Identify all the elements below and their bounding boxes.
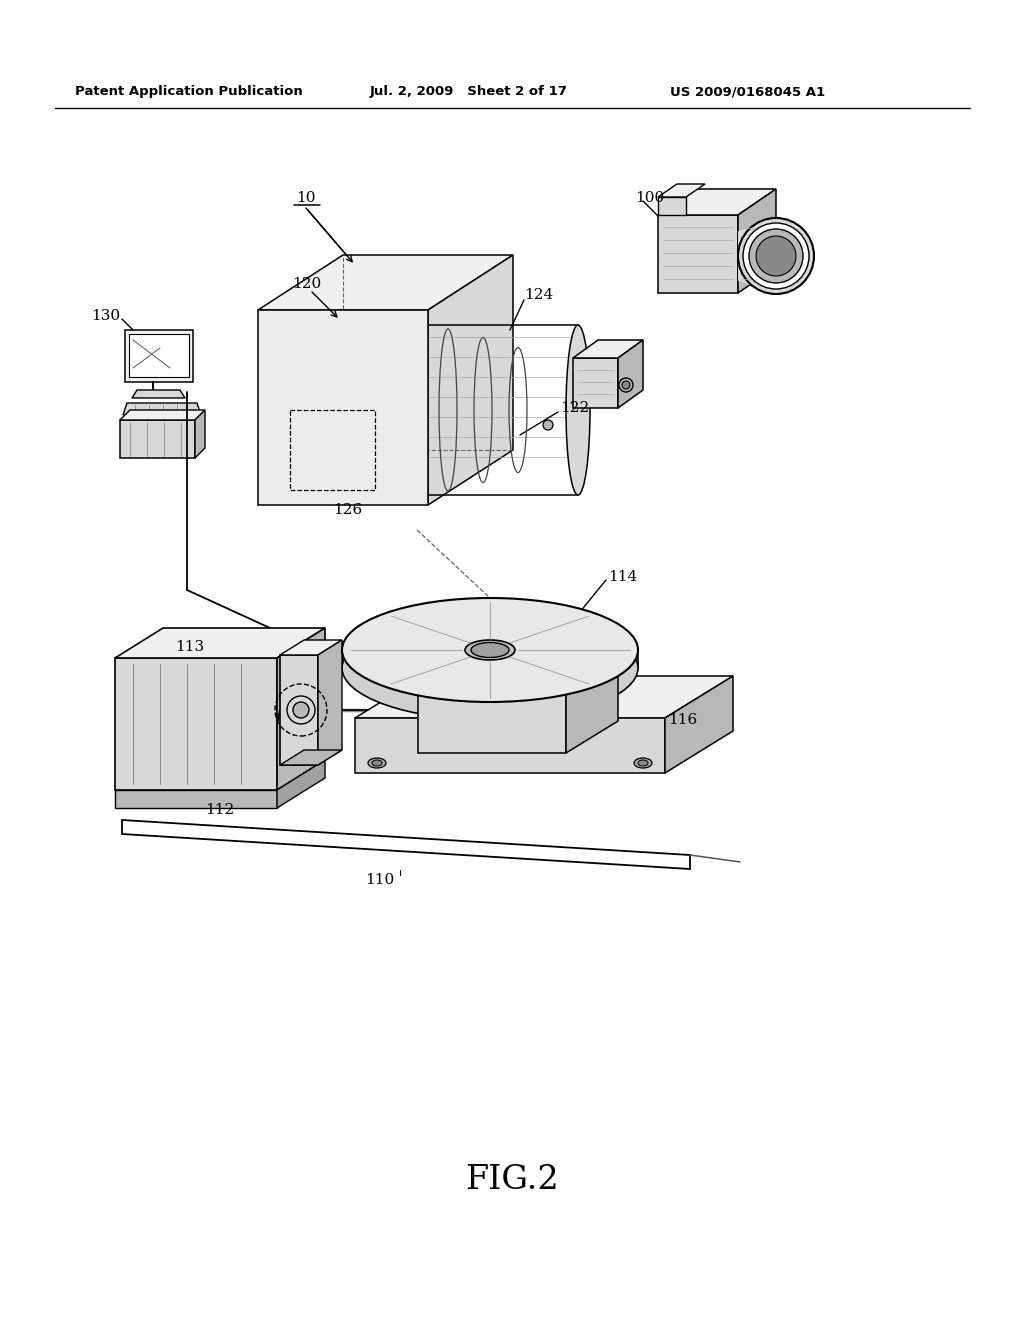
Polygon shape xyxy=(658,215,738,293)
Ellipse shape xyxy=(756,236,796,276)
Ellipse shape xyxy=(287,696,315,723)
Polygon shape xyxy=(125,330,193,381)
Polygon shape xyxy=(418,696,566,752)
Polygon shape xyxy=(738,189,776,293)
Ellipse shape xyxy=(738,218,814,294)
Ellipse shape xyxy=(372,760,382,766)
Polygon shape xyxy=(258,255,513,310)
Text: Jul. 2, 2009   Sheet 2 of 17: Jul. 2, 2009 Sheet 2 of 17 xyxy=(370,86,568,99)
Polygon shape xyxy=(738,218,776,294)
Ellipse shape xyxy=(406,325,430,495)
Text: 113: 113 xyxy=(175,640,204,653)
Polygon shape xyxy=(658,189,776,215)
Text: 126: 126 xyxy=(334,503,362,517)
Polygon shape xyxy=(573,341,643,358)
Polygon shape xyxy=(318,640,342,766)
Polygon shape xyxy=(120,411,205,420)
Text: US 2009/0168045 A1: US 2009/0168045 A1 xyxy=(670,86,825,99)
Text: 114: 114 xyxy=(608,570,637,583)
Text: 124: 124 xyxy=(524,288,553,302)
Text: 112: 112 xyxy=(206,803,234,817)
Polygon shape xyxy=(115,657,278,789)
Ellipse shape xyxy=(471,643,509,657)
Ellipse shape xyxy=(743,223,809,289)
Ellipse shape xyxy=(368,758,386,768)
Text: 130: 130 xyxy=(91,309,120,323)
Polygon shape xyxy=(195,411,205,458)
Polygon shape xyxy=(258,310,428,506)
Ellipse shape xyxy=(749,228,803,282)
Text: 110: 110 xyxy=(366,873,394,887)
Polygon shape xyxy=(658,183,705,197)
Text: FIG.2: FIG.2 xyxy=(465,1164,559,1196)
Ellipse shape xyxy=(618,378,633,392)
Polygon shape xyxy=(665,676,733,774)
Polygon shape xyxy=(120,420,195,458)
Text: 120: 120 xyxy=(292,277,322,290)
Ellipse shape xyxy=(465,640,515,660)
Ellipse shape xyxy=(293,702,309,718)
Polygon shape xyxy=(355,718,665,774)
Ellipse shape xyxy=(634,758,652,768)
Polygon shape xyxy=(428,255,513,506)
Polygon shape xyxy=(566,663,618,752)
Polygon shape xyxy=(123,403,201,414)
Polygon shape xyxy=(418,663,618,696)
Text: 10: 10 xyxy=(296,191,315,205)
Polygon shape xyxy=(278,628,325,789)
Text: 100: 100 xyxy=(635,191,665,205)
Ellipse shape xyxy=(566,325,590,495)
Polygon shape xyxy=(618,341,643,408)
Ellipse shape xyxy=(342,616,638,719)
Polygon shape xyxy=(115,789,278,808)
Polygon shape xyxy=(355,676,733,718)
Polygon shape xyxy=(115,628,325,657)
Polygon shape xyxy=(132,389,185,399)
Text: Patent Application Publication: Patent Application Publication xyxy=(75,86,303,99)
Ellipse shape xyxy=(622,381,630,389)
Ellipse shape xyxy=(638,760,648,766)
Polygon shape xyxy=(280,655,318,766)
Polygon shape xyxy=(658,197,686,215)
Polygon shape xyxy=(280,750,342,766)
Ellipse shape xyxy=(342,598,638,702)
Polygon shape xyxy=(573,358,618,408)
Text: 122: 122 xyxy=(560,401,589,414)
Polygon shape xyxy=(280,640,342,655)
Polygon shape xyxy=(129,334,189,378)
Ellipse shape xyxy=(543,420,553,430)
Text: 116: 116 xyxy=(668,713,697,727)
Polygon shape xyxy=(278,760,325,808)
